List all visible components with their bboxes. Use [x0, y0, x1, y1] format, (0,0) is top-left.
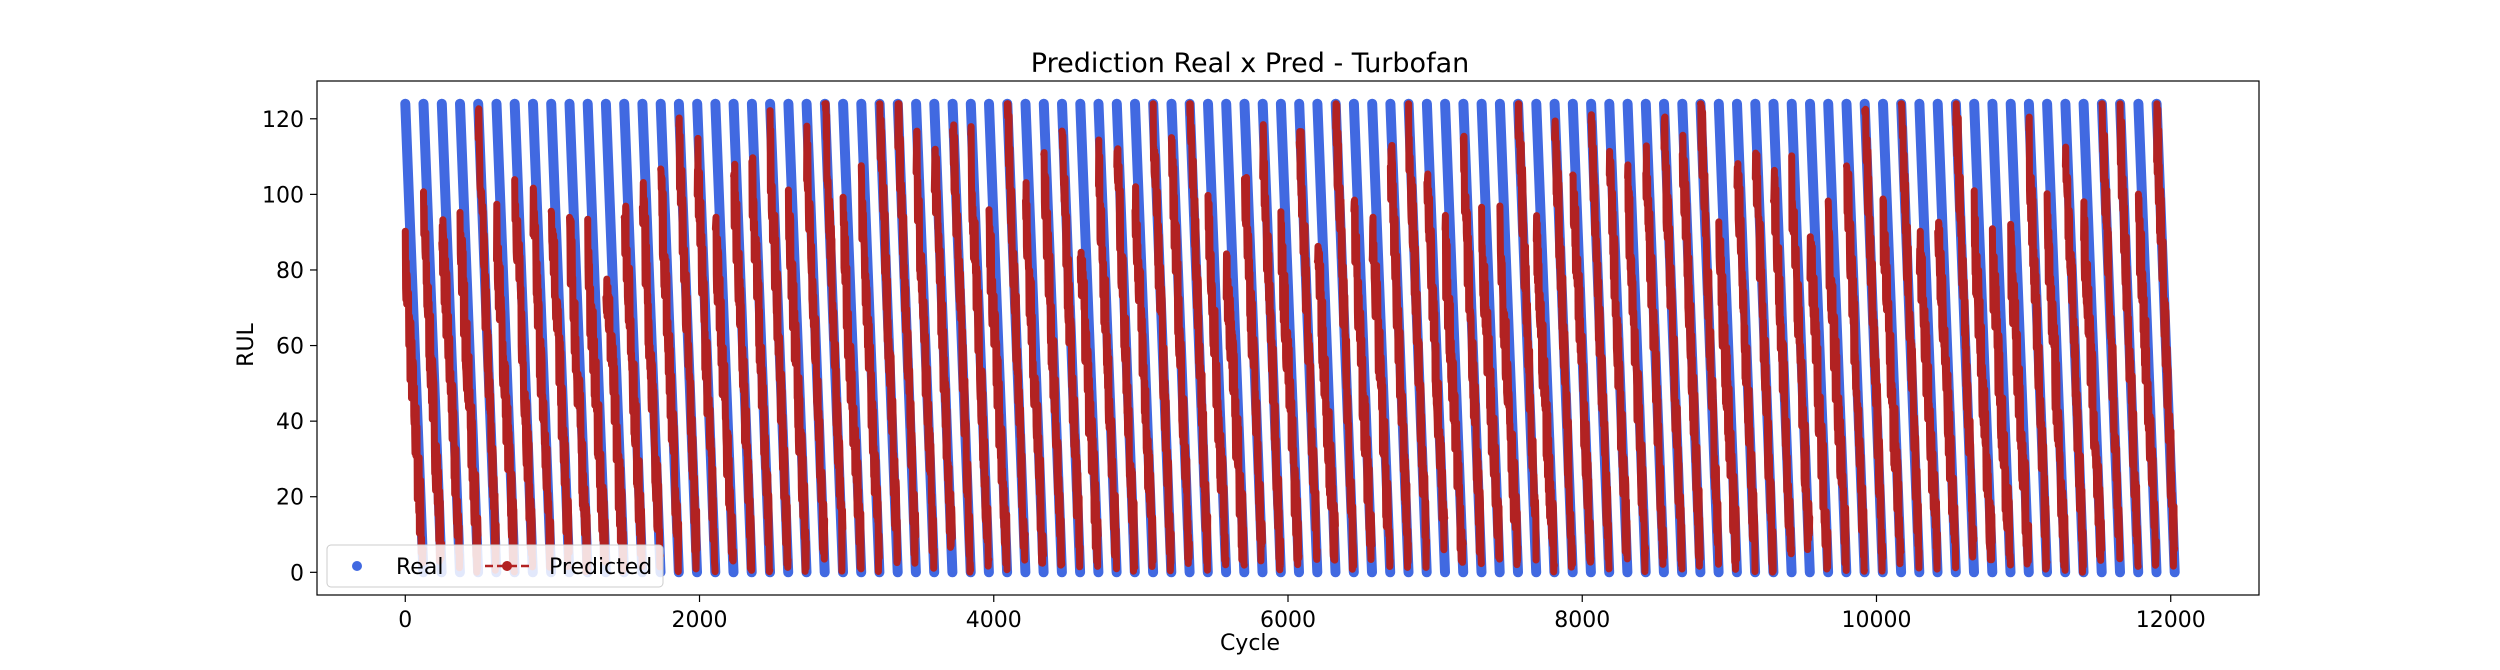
x-tick-label: 6000	[1260, 608, 1316, 633]
y-tick-label: 100	[262, 183, 304, 208]
y-axis: 0 20 40 60 80 100 120	[262, 108, 317, 586]
legend-label-real: Real	[396, 555, 443, 580]
x-tick-label: 2000	[672, 608, 728, 633]
plot-area	[400, 98, 2180, 578]
y-tick-label: 80	[276, 259, 304, 284]
x-tick-label: 10000	[1841, 608, 1911, 633]
legend-marker-predicted	[502, 561, 512, 571]
y-tick-label: 120	[262, 108, 304, 133]
x-tick-label: 8000	[1554, 608, 1610, 633]
legend-box	[326, 544, 664, 588]
legend: Real Predicted	[326, 544, 664, 588]
predicted-points	[401, 100, 2179, 576]
y-tick-label: 20	[276, 486, 304, 511]
x-tick-label: 12000	[2136, 608, 2206, 633]
y-tick-label: 60	[276, 335, 304, 360]
x-axis: 0 2000 4000 6000 8000 10000 12000	[398, 595, 2206, 633]
x-tick-label: 0	[398, 608, 412, 633]
legend-label-predicted: Predicted	[549, 555, 652, 580]
y-tick-label: 0	[290, 561, 304, 586]
y-tick-label: 40	[276, 410, 304, 435]
x-axis-label: Cycle	[1220, 631, 1280, 656]
y-axis-label: RUL	[234, 322, 259, 366]
chart-title: Prediction Real x Pred - Turbofan	[1031, 48, 1469, 79]
predicted-series	[401, 100, 2179, 576]
legend-marker-real	[352, 561, 362, 571]
x-tick-label: 4000	[966, 608, 1022, 633]
